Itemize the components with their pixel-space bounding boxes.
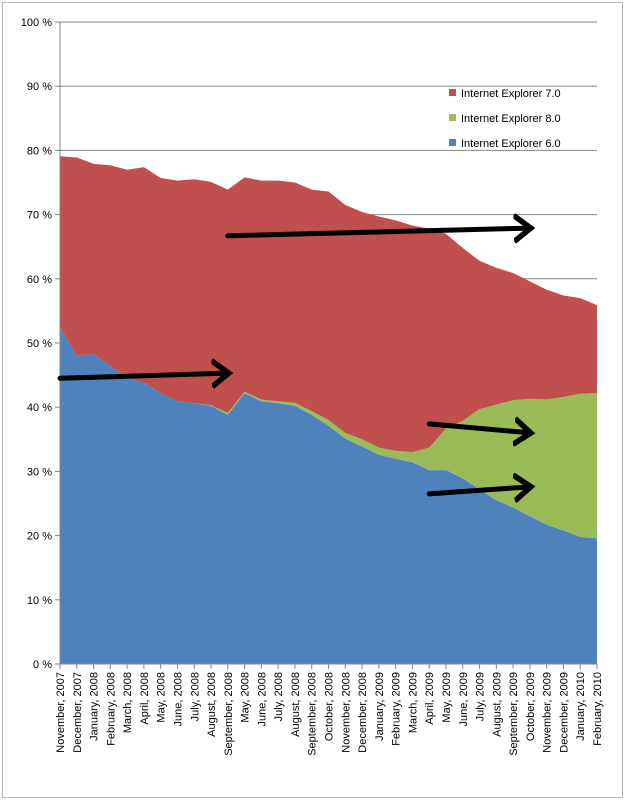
x-tick-label-6: May, 2008 [156,672,168,723]
legend-label-internet-explorer-7-0: Internet Explorer 7.0 [461,88,561,100]
x-tick-label-22: April, 2009 [424,672,436,725]
x-tick-label-10: September, 2008 [223,672,235,756]
x-tick-label-3: February, 2008 [105,672,117,746]
legend-label-internet-explorer-8-0: Internet Explorer 8.0 [461,113,561,125]
y-tick-label-1: 10 % [27,595,52,607]
legend-swatch-internet-explorer-8-0 [449,114,456,121]
x-tick-label-28: October, 2009 [525,672,537,741]
arrow-annotations [57,228,530,494]
x-tick-label-20: February, 2009 [391,672,403,746]
x-tick-label-19: January, 2009 [374,672,386,741]
y-tick-label-3: 30 % [27,466,52,478]
x-tick-label-18: December, 2008 [357,672,369,753]
x-tick-label-23: May, 2009 [441,672,453,723]
y-tick-label-2: 20 % [27,531,52,543]
area-internet-explorer-6-0 [60,326,597,664]
x-tick-label-27: September, 2009 [508,672,520,756]
arrow-annotation-1 [57,373,228,378]
arrow-annotation-4 [426,487,530,494]
x-tick-label-9: August, 2008 [206,672,218,737]
x-tick-label-16: October, 2008 [324,672,336,741]
x-tick-label-21: March, 2009 [407,672,419,733]
x-tick-label-11: May, 2008 [240,672,252,723]
arrow-annotation-3 [426,424,530,433]
x-tick-label-25: July, 2009 [475,672,487,721]
y-tick-label-9: 90 % [27,81,52,93]
x-tick-label-29: November, 2009 [542,672,554,753]
y-tick-label-8: 80 % [27,145,52,157]
area-internet-explorer-7-0 [60,156,597,453]
x-tick-label-7: June, 2008 [172,672,184,726]
y-tick-label-5: 50 % [27,338,52,350]
x-tick-label-1: December, 2007 [72,672,84,753]
x-tick-label-0: November, 2007 [55,672,67,753]
x-tick-label-8: July, 2008 [189,672,201,721]
y-tick-label-4: 40 % [27,402,52,414]
axes: 0 % 10 % 20 % 30 % 40 % 50 % 60 % 70 % 80 % 90 % 1… [21,17,604,756]
area-internet-explorer-8-0 [60,326,597,539]
legend-label-internet-explorer-6-0: Internet Explorer 6.0 [461,138,561,150]
x-tick-label-31: January, 2010 [575,672,587,741]
arrow-annotation-2 [225,228,530,236]
x-tick-label-26: August, 2009 [491,672,503,737]
legend-swatch-internet-explorer-7-0 [449,89,456,96]
x-tick-label-14: August, 2008 [290,672,302,737]
x-tick-label-30: December, 2009 [558,672,570,753]
x-tick-label-12: June, 2008 [256,672,268,726]
x-tick-label-13: July, 2008 [273,672,285,721]
x-tick-label-5: April, 2008 [139,672,151,725]
y-tick-label-7: 70 % [27,210,52,222]
y-tick-label-0: 0 % [33,659,52,671]
x-tick-label-4: March, 2008 [122,672,134,733]
legend-swatch-internet-explorer-6-0 [449,139,456,146]
y-tick-label-6: 60 % [27,274,52,286]
x-tick-label-24: June, 2009 [458,672,470,726]
area-series [60,156,597,664]
x-tick-label-17: November, 2008 [340,672,352,753]
x-tick-label-32: February, 2010 [592,672,604,746]
legend: Internet Explorer 7.0 Internet Explorer 8… [449,88,561,150]
x-tick-label-15: September, 2008 [307,672,319,756]
y-tick-label-10: 100 % [21,17,52,29]
x-tick-label-2: January, 2008 [89,672,101,741]
